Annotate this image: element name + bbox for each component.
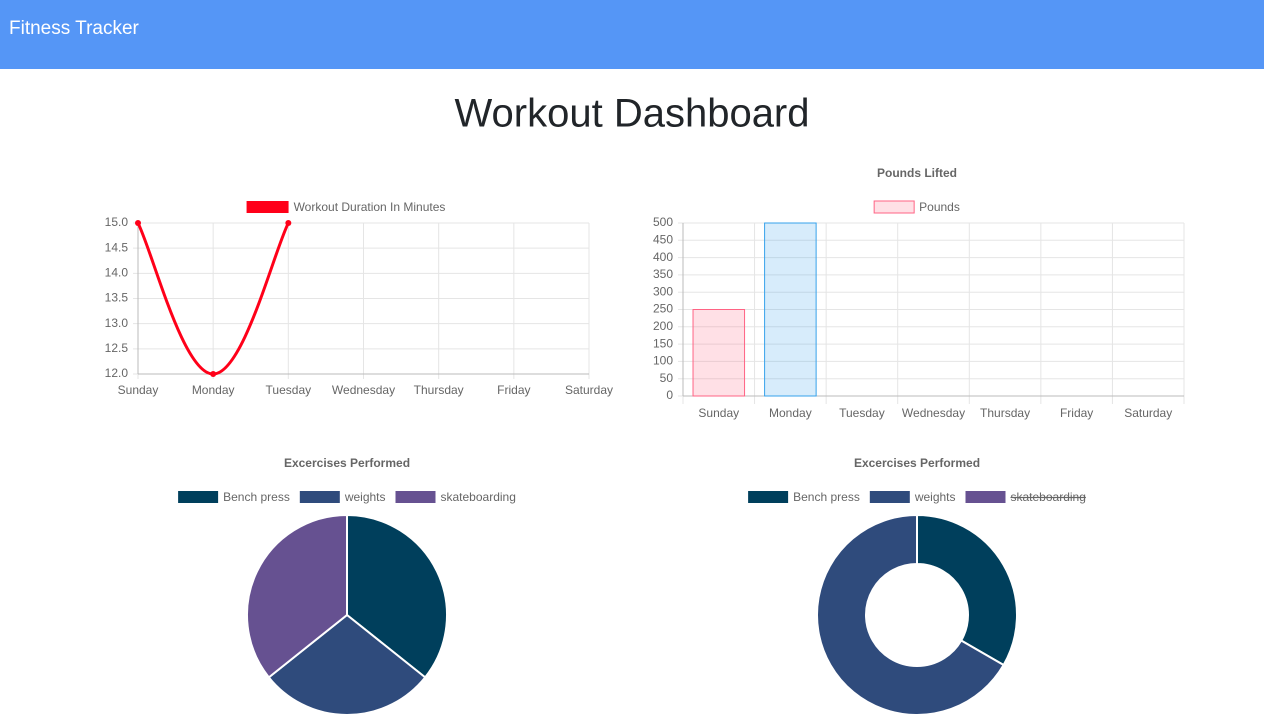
legend-label[interactable]: weights [344,490,386,504]
legend-label[interactable]: Workout Duration In Minutes [294,200,446,214]
x-tick-label: Friday [497,383,530,397]
legend-label[interactable]: weights [914,490,956,504]
chart-title: Excercises Performed [854,456,980,470]
legend-label[interactable]: Pounds [919,200,960,214]
legend: Pounds [873,200,960,214]
x-tick-label: Thursday [414,383,464,397]
x-tick-label: Saturday [565,383,613,397]
y-tick-label: 250 [653,302,673,316]
chart-title: Excercises Performed [284,456,410,470]
legend-swatch [748,491,789,503]
legend: Bench press weights skateboarding [748,490,1086,504]
bar [692,309,746,397]
slice [916,513,1018,667]
legend: Workout Duration In Minutes [246,200,446,214]
y-tick-label: 15.0 [105,215,129,229]
legend-label[interactable]: skateboarding [1011,490,1086,504]
slice [246,513,348,679]
slice [267,613,427,716]
line-point [285,220,292,226]
bar [764,222,817,397]
y-tick-label: 100 [653,354,673,368]
chart-title: Pounds Lifted [877,166,957,180]
y-tick-label: 200 [653,319,673,333]
legend-swatch [299,491,340,503]
slice [346,513,448,679]
x-tick-label: Wednesday [332,383,395,397]
legend-swatch [873,200,915,214]
y-tick-label: 350 [653,267,673,281]
x-tick-label: Thursday [980,406,1030,420]
x-tick-label: Tuesday [266,383,312,397]
x-tick-label: Tuesday [839,406,885,420]
line-point [210,371,217,377]
y-tick-label: 400 [653,250,673,264]
y-tick-label: 14.0 [105,266,129,280]
y-tick-label: 300 [653,284,673,298]
legend: Bench press weights skateboarding [178,490,516,504]
y-tick-label: 12.0 [105,366,129,380]
line-point [135,220,141,226]
legend-swatch [246,201,289,213]
legend-swatch [965,491,1006,503]
y-tick-label: 500 [653,215,673,229]
slice [816,513,1005,716]
y-tick-label: 13.5 [105,291,129,305]
legend-label[interactable]: Bench press [793,490,860,504]
x-tick-label: Friday [1060,406,1093,420]
x-tick-label: Sunday [698,406,739,420]
navbar [0,0,1264,69]
legend-label[interactable]: Bench press [223,490,290,504]
y-tick-label: 12.5 [105,341,129,355]
navbar-brand[interactable]: Fitness Tracker [9,18,140,39]
x-tick-label: Wednesday [902,406,965,420]
y-tick-label: 13.0 [105,316,129,330]
y-tick-label: 150 [653,336,673,350]
legend-swatch [395,491,436,503]
y-tick-label: 14.5 [105,240,129,254]
y-tick-label: 50 [660,371,674,385]
x-tick-label: Monday [769,406,812,420]
x-tick-label: Monday [192,383,235,397]
legend-label[interactable]: skateboarding [441,490,516,504]
y-tick-label: 450 [653,232,673,246]
y-tick-label: 0 [666,388,673,402]
legend-swatch [869,491,910,503]
legend-swatch [178,491,219,503]
x-tick-label: Sunday [118,383,159,397]
page-heading: Workout Dashboard [455,92,810,136]
x-tick-label: Saturday [1124,406,1172,420]
